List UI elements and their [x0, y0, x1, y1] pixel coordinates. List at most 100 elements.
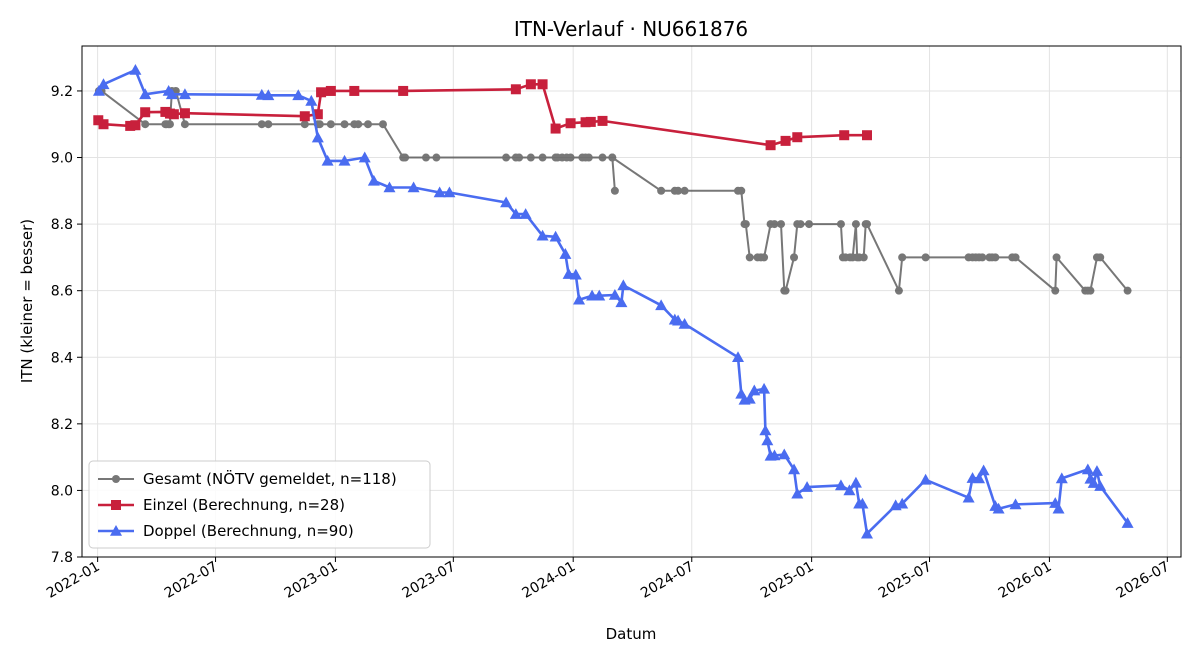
data-point-triangle — [562, 268, 575, 279]
data-point-square — [179, 108, 190, 119]
data-point-circle — [836, 220, 845, 229]
y-tick-label: 9.0 — [51, 151, 73, 167]
data-point-circle — [378, 120, 387, 129]
data-point-circle — [790, 253, 799, 262]
data-point-circle — [165, 120, 174, 129]
series-line — [97, 83, 867, 147]
data-point-circle — [363, 120, 372, 129]
data-point-triangle — [1090, 465, 1103, 476]
data-point-triangle — [165, 88, 178, 100]
data-point-triangle — [1094, 480, 1107, 491]
data-point-triangle — [962, 491, 975, 503]
data-point-circle — [340, 120, 349, 129]
y-tick-label: 8.0 — [51, 483, 73, 499]
data-point-triangle — [761, 434, 774, 446]
series-layer — [92, 63, 1134, 539]
data-point-square — [780, 135, 791, 146]
data-point-circle — [777, 220, 786, 229]
data-point-triangle — [801, 481, 814, 492]
data-point-triangle — [559, 248, 572, 259]
data-point-triangle — [768, 449, 781, 461]
data-point-triangle — [992, 502, 1005, 514]
data-point-triangle — [843, 484, 856, 496]
data-point-circle — [257, 120, 266, 129]
data-point-circle — [978, 253, 987, 262]
data-point-square — [299, 111, 310, 122]
data-point-square — [585, 116, 596, 127]
data-point-circle — [674, 186, 683, 195]
data-point-circle — [1123, 286, 1132, 295]
legend-label: Einzel (Berechnung, n=28) — [143, 496, 345, 514]
y-tick-label: 9.2 — [51, 84, 73, 100]
data-point-circle — [657, 186, 666, 195]
data-point-square — [312, 109, 323, 120]
data-point-triangle — [861, 527, 873, 539]
data-point-triangle — [1121, 517, 1134, 528]
data-point-circle — [502, 153, 511, 162]
data-point-triangle — [97, 78, 110, 90]
data-point-square — [525, 79, 536, 90]
data-point-circle — [805, 220, 814, 229]
data-point-square — [565, 118, 576, 129]
data-point-triangle — [678, 317, 691, 329]
data-point-triangle — [732, 351, 745, 363]
data-point-square — [111, 500, 121, 510]
data-point-circle — [432, 153, 441, 162]
data-point-triangle — [758, 382, 771, 394]
data-point-triangle — [92, 84, 105, 96]
data-point-triangle — [519, 208, 532, 219]
data-point-circle — [894, 286, 903, 295]
data-point-triangle — [129, 63, 142, 75]
data-point-triangle — [608, 289, 621, 300]
data-point-triangle — [617, 279, 630, 291]
data-point-triangle — [896, 497, 909, 509]
data-point-circle — [741, 220, 750, 229]
data-point-circle — [315, 120, 324, 129]
legend: Gesamt (NÖTV gemeldet, n=118) Einzel (Ber… — [88, 460, 431, 549]
legend-item — [98, 475, 134, 483]
data-point-circle — [898, 253, 907, 262]
data-point-triangle — [791, 487, 804, 499]
data-point-triangle — [615, 296, 628, 308]
data-point-triangle — [1009, 498, 1022, 510]
data-point-circle — [526, 153, 535, 162]
y-tick-label: 8.8 — [51, 217, 73, 233]
data-point-triangle — [407, 181, 420, 193]
data-point-circle — [760, 253, 769, 262]
data-point-triangle — [573, 293, 586, 305]
data-point-circle — [566, 153, 575, 162]
data-point-triangle — [443, 186, 456, 198]
data-point-triangle — [1081, 463, 1094, 475]
data-point-circle — [770, 220, 779, 229]
data-point-circle — [608, 153, 617, 162]
data-point-triangle — [500, 196, 513, 208]
data-point-triangle — [856, 497, 869, 509]
data-point-circle — [326, 120, 335, 129]
data-point-circle — [1051, 286, 1060, 295]
data-point-circle — [921, 253, 930, 262]
data-point-circle — [515, 153, 524, 162]
data-point-square — [537, 79, 548, 90]
data-point-triangle — [139, 88, 152, 100]
data-point-triangle — [655, 299, 668, 311]
data-point-circle — [354, 120, 363, 129]
data-point-square — [765, 140, 776, 151]
y-tick-label: 8.4 — [51, 350, 73, 366]
chart-title: ITN-Verlauf · NU661876 — [514, 17, 748, 41]
data-point-square — [580, 117, 591, 128]
data-point-triangle — [1052, 502, 1065, 514]
data-point-square — [510, 84, 521, 95]
data-point-triangle — [367, 174, 380, 186]
data-point-circle — [859, 253, 868, 262]
data-point-circle — [610, 186, 619, 195]
data-point-triangle — [672, 314, 685, 326]
data-point-square — [398, 85, 409, 96]
data-point-triangle — [1055, 472, 1068, 484]
data-point-square — [98, 119, 109, 130]
data-point-triangle — [338, 154, 351, 166]
data-point-triangle — [778, 448, 791, 460]
data-point-triangle — [311, 131, 324, 143]
legend-item — [98, 500, 134, 510]
data-point-triangle — [536, 229, 549, 241]
